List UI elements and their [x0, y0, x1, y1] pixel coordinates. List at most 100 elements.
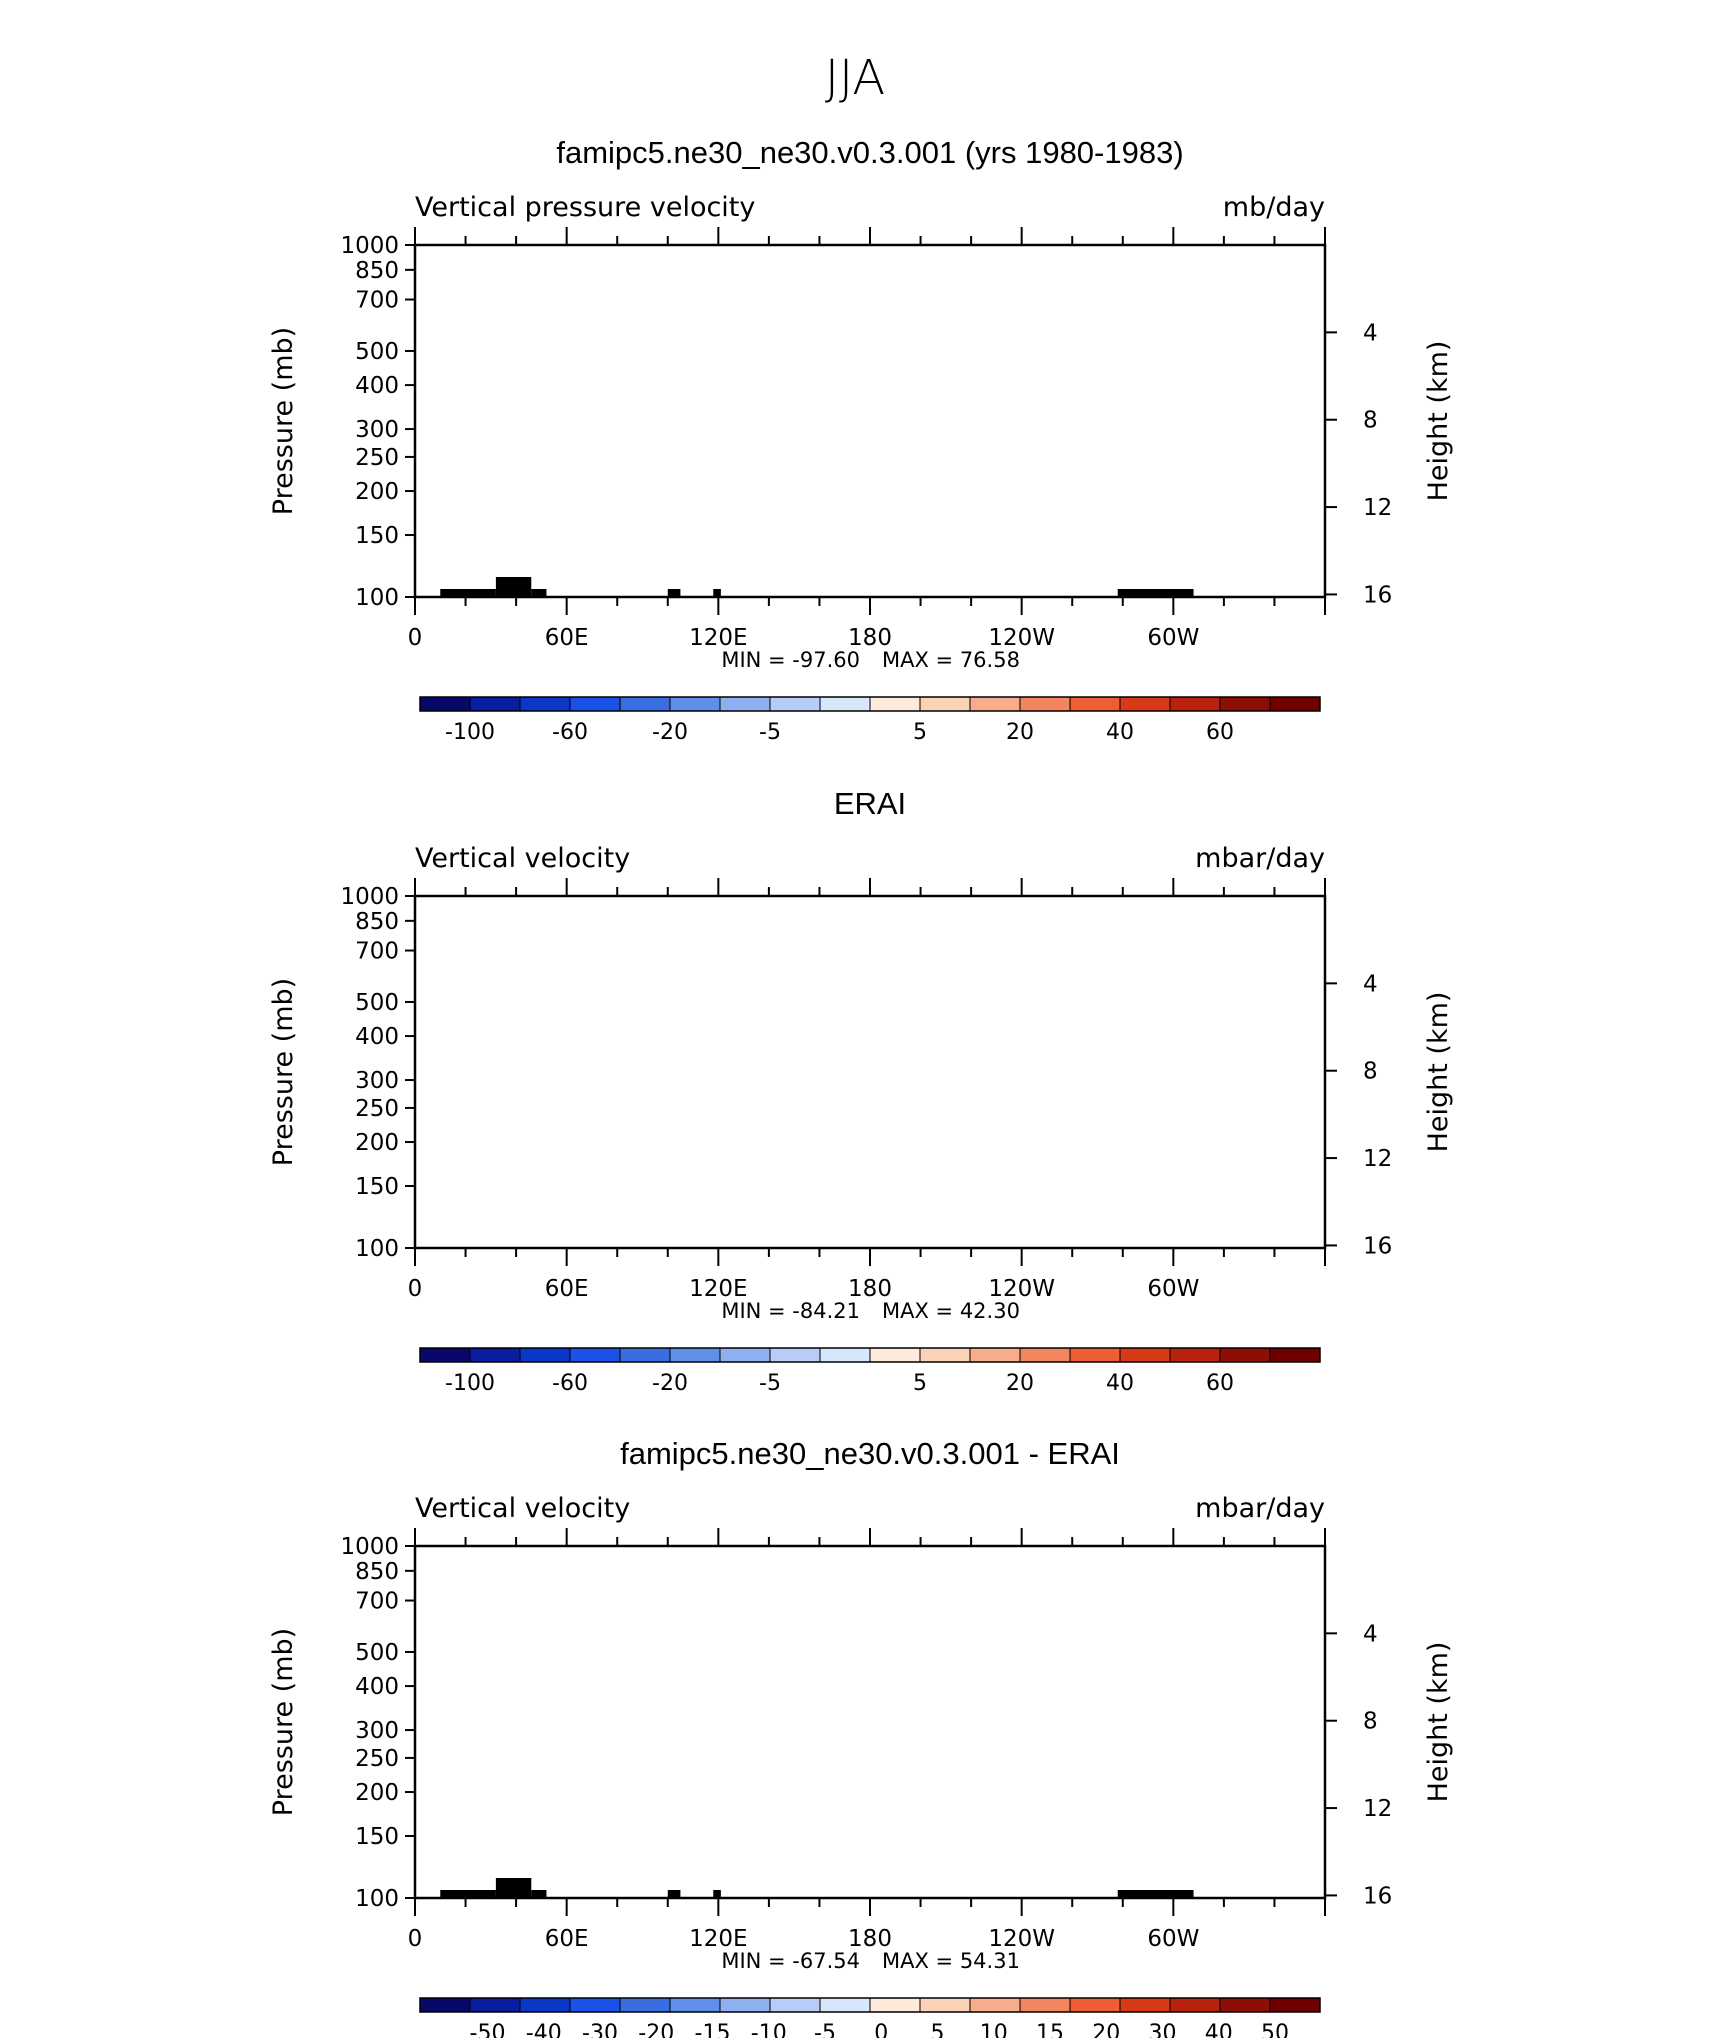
y-tick-label: 700 — [355, 939, 399, 965]
colorbar-tick-label: 40 — [1106, 720, 1134, 745]
colorbar-swatch — [820, 697, 870, 711]
x-tick-label: 60E — [545, 625, 589, 651]
colorbar-swatch — [770, 1348, 820, 1362]
x-tick-label: 60W — [1147, 625, 1199, 651]
colorbar-tick-label: -100 — [445, 720, 495, 745]
colorbar-swatch — [970, 697, 1020, 711]
plot-frame — [415, 896, 1325, 1248]
y-tick-label: 850 — [355, 258, 399, 284]
colorbar-swatch — [420, 697, 470, 711]
y-tick-label: 100 — [355, 585, 399, 611]
height-tick-label: 16 — [1363, 582, 1392, 608]
units-label: mbar/day — [1195, 843, 1325, 874]
min-label: MIN = -97.60 — [721, 648, 860, 672]
colorbar-swatch — [570, 697, 620, 711]
colorbar-swatch — [1120, 697, 1170, 711]
y-tick-label: 1000 — [340, 233, 399, 259]
y-tick-label: 300 — [355, 417, 399, 443]
y-tick-label: 1000 — [340, 884, 399, 910]
x-tick-label: 0 — [408, 1276, 423, 1302]
y-tick-label: 250 — [355, 1096, 399, 1122]
variable-label: Vertical pressure velocity — [415, 192, 755, 223]
colorbar-swatch — [570, 1348, 620, 1362]
colorbar-swatch — [1170, 697, 1220, 711]
colorbar-swatch — [620, 697, 670, 711]
colorbar-swatch — [470, 697, 520, 711]
figure-title: JJA — [825, 50, 885, 106]
colorbar-tick-label: -5 — [759, 720, 781, 745]
colorbar-tick-label: -20 — [652, 720, 688, 745]
y-tick-label: 500 — [355, 339, 399, 365]
colorbar-swatch — [1070, 697, 1120, 711]
colorbar-tick-label: -60 — [552, 1371, 588, 1396]
panel-title: ERAI — [834, 786, 906, 821]
colorbar-swatch — [1270, 1348, 1320, 1362]
max-label: MAX = 76.58 — [882, 648, 1020, 672]
colorbar-tick-label: -100 — [445, 1371, 495, 1396]
colorbar-swatch — [970, 1348, 1020, 1362]
y-tick-label: 100 — [355, 1236, 399, 1262]
colorbar-swatch — [1020, 697, 1070, 711]
colorbar-tick-label: 20 — [1006, 720, 1034, 745]
x-tick-label: 0 — [408, 625, 423, 651]
y-tick-label: 500 — [355, 990, 399, 1016]
colorbar-tick-label: 60 — [1206, 1371, 1234, 1396]
colorbar-swatch — [520, 697, 570, 711]
colorbar-swatch — [520, 1348, 570, 1362]
colorbar-swatch — [1070, 1348, 1120, 1362]
height-tick-label: 4 — [1363, 971, 1378, 997]
y-tick-label: 200 — [355, 479, 399, 505]
topography-mask — [496, 577, 531, 597]
variable-label: Vertical velocity — [415, 1493, 630, 1524]
min-label: MIN = -84.21 — [721, 1299, 860, 1323]
height-tick-label: 12 — [1363, 1146, 1392, 1172]
colorbar-swatch — [920, 1348, 970, 1362]
y-tick-label: 400 — [355, 373, 399, 399]
colorbar-tick-label: -60 — [552, 720, 588, 745]
y-tick-label: 300 — [355, 1068, 399, 1094]
colorbar-swatch — [1220, 1348, 1270, 1362]
colorbar-tick-label: -20 — [652, 1371, 688, 1396]
colorbar-swatch — [820, 1348, 870, 1362]
y-tick-label: 850 — [355, 909, 399, 935]
y-axis-title-right: Height (km) — [1423, 992, 1454, 1153]
colorbar-swatch — [920, 697, 970, 711]
colorbar-tick-label: 60 — [1206, 720, 1234, 745]
colorbar-swatch — [1220, 697, 1270, 711]
panel-title: famipc5.ne30_ne30.v0.3.001 (yrs 1980-198… — [556, 135, 1183, 170]
colorbar-tick-label: 20 — [1006, 1371, 1034, 1396]
panel-1: famipc5.ne30_ne30.v0.3.001 (yrs 1980-198… — [268, 135, 1454, 745]
colorbar-swatch — [420, 1348, 470, 1362]
units-label: mbar/day — [1195, 1493, 1325, 1524]
y-tick-label: 400 — [355, 1024, 399, 1050]
colorbar-tick-label: 5 — [913, 1371, 927, 1396]
height-tick-label: 16 — [1363, 1233, 1392, 1259]
y-tick-label: 150 — [355, 1174, 399, 1200]
y-axis-title: Pressure (mb) — [268, 327, 299, 515]
colorbar-swatch — [720, 1348, 770, 1362]
colorbar-tick-label: -5 — [759, 1371, 781, 1396]
height-tick-label: 12 — [1363, 495, 1392, 521]
colorbar-swatch — [620, 1348, 670, 1362]
height-tick-label: 8 — [1363, 408, 1378, 434]
colorbar-swatch — [470, 1348, 520, 1362]
y-tick-label: 150 — [355, 523, 399, 549]
y-tick-label: 200 — [355, 1130, 399, 1156]
colorbar-tick-label: 5 — [913, 720, 927, 745]
panel-3: famipc5.ne30_ne30.v0.3.001 - ERAI Vertica… — [268, 1436, 1454, 2038]
x-tick-label: 60W — [1147, 1276, 1199, 1302]
colorbar-tick-label: 40 — [1106, 1371, 1134, 1396]
height-tick-label: 8 — [1363, 1059, 1378, 1085]
units-label: mb/day — [1223, 192, 1325, 223]
colorbar-swatch — [670, 697, 720, 711]
x-tick-label: 60E — [545, 1276, 589, 1302]
y-axis-title: Pressure (mb) — [268, 978, 299, 1166]
colorbar-swatch — [720, 697, 770, 711]
y-axis-title-right: Height (km) — [1423, 341, 1454, 502]
colorbar-swatch — [870, 697, 920, 711]
panel-title: famipc5.ne30_ne30.v0.3.001 - ERAI — [620, 1436, 1120, 1471]
colorbar-swatch — [1020, 1348, 1070, 1362]
